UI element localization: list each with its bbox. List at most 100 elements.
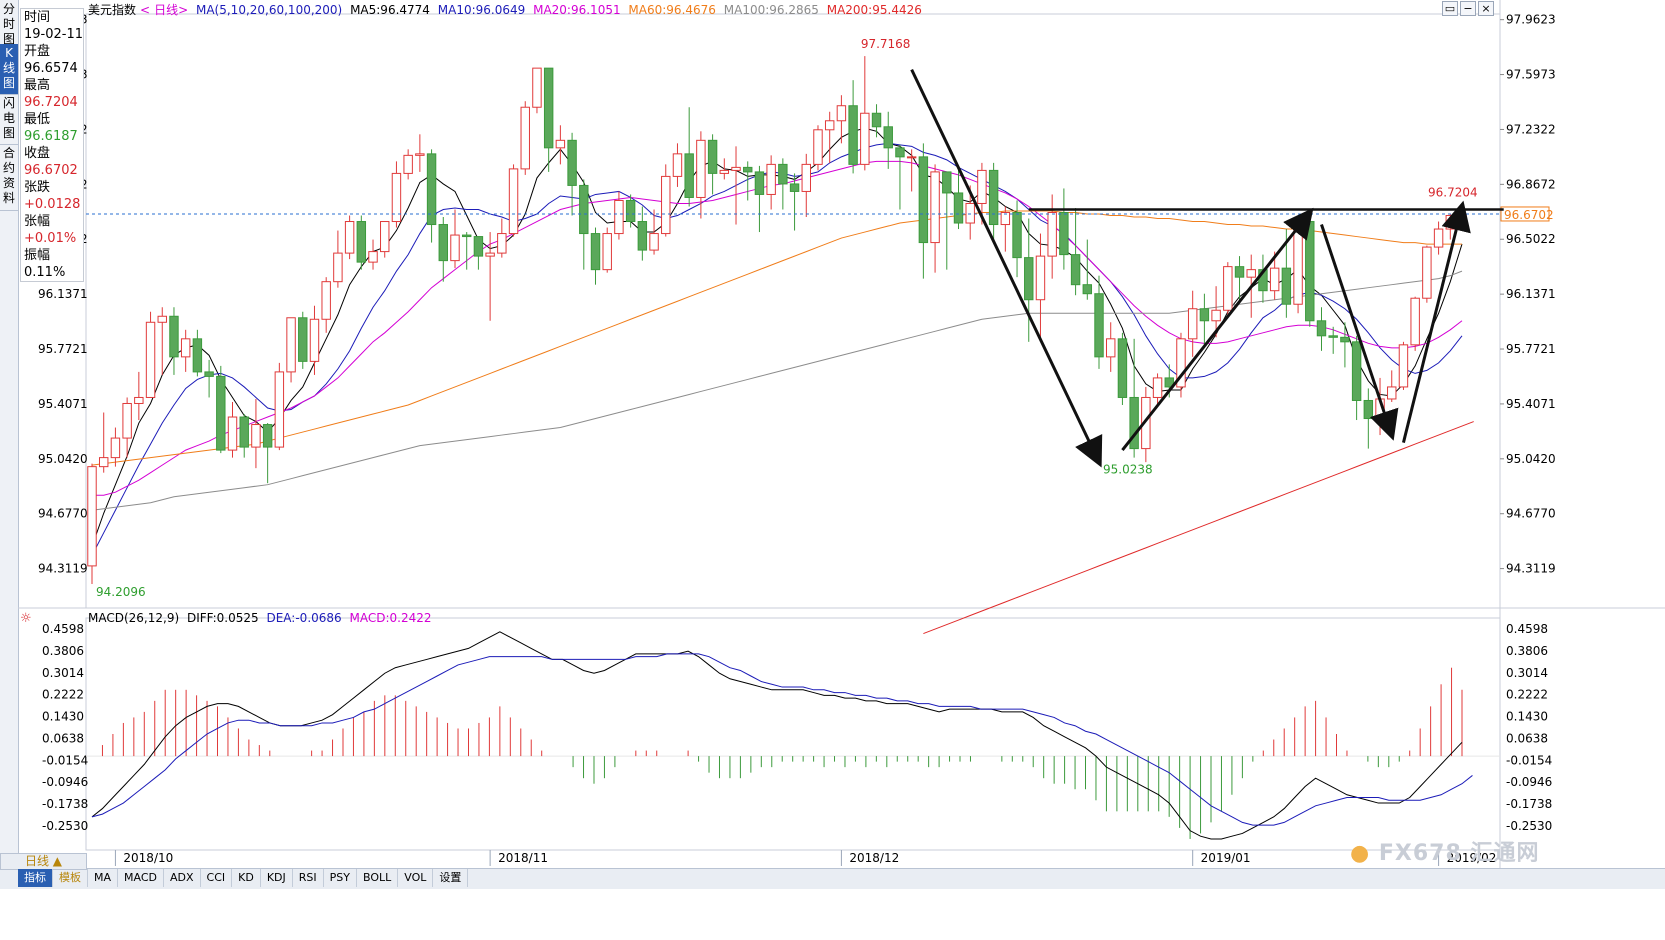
candle-body	[1293, 221, 1303, 305]
macd-y-tick: -0.0946	[1506, 775, 1552, 789]
indicator-tab-CCI[interactable]: CCI	[201, 869, 233, 887]
candle-body	[344, 221, 355, 254]
candle-body	[836, 105, 847, 122]
candle-body	[813, 129, 823, 165]
x-tick-label: 2019/01	[1201, 851, 1251, 865]
candle-body	[1305, 221, 1315, 322]
macd-y-tick: -0.2530	[1506, 819, 1552, 833]
candle-body	[1387, 386, 1397, 400]
macd-diff-label: DIFF:0.0525	[186, 611, 259, 625]
price-y-tick: 97.5973	[1506, 68, 1556, 82]
close-label: 收盘	[24, 146, 51, 161]
candle-body	[204, 371, 214, 377]
tab-contract[interactable]: 合约资料	[0, 144, 18, 211]
indicator-tab-PSY[interactable]: PSY	[324, 869, 357, 887]
time-label: 时间	[24, 10, 51, 25]
chart-canvas: 97.962397.962397.597397.597397.232297.23…	[18, 0, 1665, 868]
indicator-tab-MA[interactable]: MA	[88, 869, 119, 887]
indicator-tab-MACD[interactable]: MACD	[118, 869, 164, 887]
price-y-tick: 95.4071	[1506, 397, 1556, 411]
tab-flash[interactable]: 闪电图	[0, 94, 18, 145]
macd-y-tick-left: 0.1430	[42, 710, 84, 724]
candle-body	[461, 234, 472, 238]
macd-y-tick: -0.0154	[1506, 753, 1552, 767]
candle-body	[145, 321, 156, 398]
candle-body	[473, 236, 484, 257]
candle-body	[731, 166, 741, 171]
candle-body	[262, 424, 273, 448]
candle-body	[637, 221, 648, 251]
candle-body	[1024, 257, 1034, 301]
macd-y-tick: 0.4598	[1506, 622, 1548, 636]
indicator-tab-设置[interactable]: 设置	[433, 869, 469, 887]
current-price-label: 96.6702	[1504, 208, 1554, 222]
candle-body	[906, 156, 917, 159]
candle-body	[543, 67, 554, 149]
candle-body	[216, 375, 226, 451]
macd-y-tick-left: 0.3014	[42, 666, 84, 680]
candle-body	[169, 315, 179, 358]
ma5-label: MA5:96.4774	[350, 3, 430, 17]
amp-label: 振幅	[24, 248, 51, 263]
high-label: 最高	[24, 78, 51, 93]
close-icon[interactable]: ×	[1478, 1, 1494, 16]
ma10-label: MA10:96.0649	[437, 3, 526, 17]
indicator-tab-ADX[interactable]: ADX	[164, 869, 201, 887]
price-y-tick-left: 94.3119	[38, 562, 88, 576]
macd-y-tick-left: 0.2222	[42, 688, 84, 702]
ma-params: MA(5,10,20,60,100,200)	[195, 3, 343, 17]
candle-body	[1176, 338, 1186, 388]
open-label: 开盘	[24, 44, 51, 59]
candle-body	[988, 169, 999, 226]
price-y-tick: 95.0420	[1506, 452, 1556, 466]
period-tag: 日线	[154, 3, 179, 17]
restore-icon[interactable]: ▭	[1442, 1, 1458, 16]
price-y-tick: 96.1371	[1506, 287, 1556, 301]
indicator-tab-RSI[interactable]: RSI	[293, 869, 324, 887]
macd-y-tick: -0.1738	[1506, 797, 1552, 811]
candle-body	[180, 338, 191, 358]
candle-body	[1422, 246, 1432, 299]
indicator-tab-指标[interactable]: 指标	[18, 869, 53, 887]
indicator-tab-KD[interactable]: KD	[232, 869, 261, 887]
trend-arrow	[1121, 207, 1314, 452]
high-value: 96.7204	[24, 95, 78, 110]
x-tick-label: 2018/12	[849, 851, 899, 865]
candle-body	[801, 163, 811, 192]
candle-body	[415, 153, 425, 156]
candle-body	[391, 172, 402, 223]
candle-body	[1281, 267, 1292, 305]
price-panel-header: 美元指数 < 日线> MA(5,10,20,60,100,200) MA5:96.4…	[88, 3, 922, 17]
candle-body	[696, 139, 706, 198]
candle-body	[1117, 338, 1128, 398]
tab-kline[interactable]: K线图	[0, 44, 18, 95]
candle-body	[1234, 266, 1245, 278]
logo-cn: 汇通网	[1470, 841, 1540, 866]
macd-diff-line	[91, 631, 1463, 840]
candle-body	[1433, 228, 1444, 248]
candle-body	[1164, 377, 1174, 388]
candle-body	[1340, 336, 1350, 343]
candle-body	[1000, 212, 1011, 226]
indicator-tab-VOL[interactable]: VOL	[398, 869, 434, 887]
candle-body	[590, 233, 601, 271]
indicator-tab-模板[interactable]: 模板	[53, 869, 88, 887]
pct-label: 张幅	[24, 214, 51, 229]
window-controls: ▭ − ×	[1440, 1, 1494, 16]
candle-body	[1094, 293, 1104, 358]
candle-body	[450, 234, 460, 262]
candle-body	[625, 199, 636, 223]
settings-gear-icon: ☼	[20, 611, 32, 626]
candle-body	[614, 199, 624, 235]
candle-body	[1199, 308, 1210, 322]
indicator-tab-KDJ[interactable]: KDJ	[261, 869, 293, 887]
candle-body	[321, 281, 331, 320]
period-selector[interactable]: 日线 ▲	[0, 853, 87, 870]
indicator-tab-BOLL[interactable]: BOLL	[357, 869, 399, 887]
candle-body	[649, 233, 659, 251]
minimize-icon[interactable]: −	[1460, 1, 1476, 16]
logo-text: FX678	[1378, 841, 1462, 866]
annotation-label: 97.7168	[861, 37, 911, 51]
candle-body	[1059, 212, 1069, 256]
macd-params: MACD(26,12,9)	[88, 611, 180, 625]
